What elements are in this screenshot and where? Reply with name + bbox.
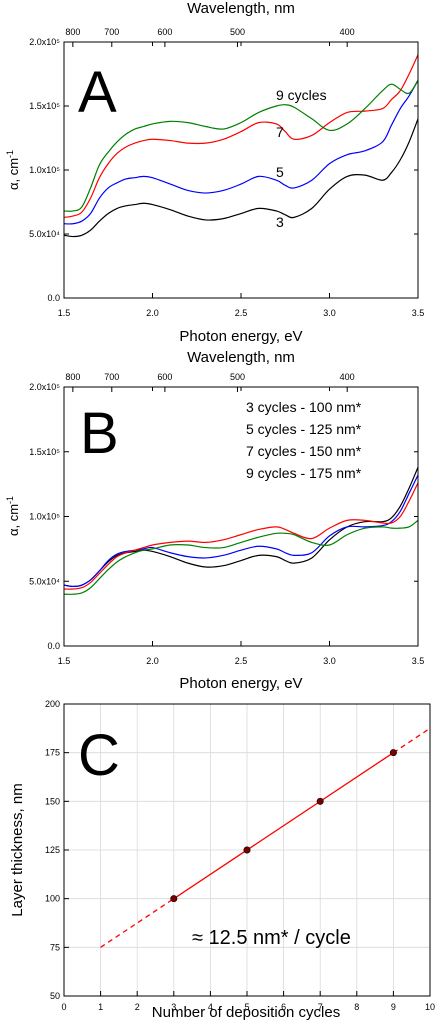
y-tick-label: 50 — [50, 991, 60, 1001]
y-tick-label: 175 — [45, 748, 60, 758]
panel-c-letter: C — [78, 723, 120, 788]
y-tick-label: 0.0 — [47, 293, 60, 303]
wavelength-tick-label: 600 — [157, 27, 172, 37]
x-tick-label: 6 — [281, 1002, 286, 1012]
panel-a-label-3: 3 — [276, 214, 284, 230]
panel-b-y-ticks: 0.0 5.0x10⁴ 1.0x10⁵ 1.5x10⁵ 2.0x10⁵ — [29, 382, 418, 651]
panel-a-absorption-chart: Wavelength, nm 800 700 600 500 400 1.5 2.0 2.5… — [5, 0, 424, 345]
y-tick-label: 1.0x10⁵ — [29, 165, 60, 175]
series-line-3 — [63, 80, 419, 212]
x-tick-label: 2 — [135, 1002, 140, 1012]
wavelength-tick-label: 500 — [230, 27, 245, 37]
wavelength-tick-label: 600 — [157, 372, 172, 382]
panel-b-series — [63, 467, 419, 595]
x-tick-label: 3.5 — [412, 308, 425, 318]
y-tick-label: 150 — [45, 796, 60, 806]
panel-a-plot-frame — [63, 41, 419, 299]
y-tick-label: 1.5x10⁵ — [29, 101, 60, 111]
panel-a-top-axis-title: Wavelength, nm — [187, 0, 295, 17]
fit-line-solid — [173, 752, 394, 900]
panel-b-x-axis-title: Photon energy, eV — [179, 675, 302, 692]
panel-a-label-9-cycles: 9 cycles — [276, 87, 327, 103]
x-tick-label: 1.5 — [58, 656, 71, 666]
panel-c-y-ticks: 50 75 100 125 150 175 200 — [45, 699, 69, 1001]
legend-entry-7-cycles: 7 cycles - 150 nm* — [246, 443, 362, 459]
panel-a-letter: A — [78, 60, 117, 125]
panel-a-x-ticks: 1.5 2.0 2.5 3.0 3.5 — [58, 42, 425, 318]
panel-c-thickness-chart: 0 1 2 3 4 5 6 7 8 9 10 50 75 100 125 150 175 200 C ≈ 12.… — [9, 699, 435, 1021]
panel-a-wavelength-ticks: 800 700 600 500 400 — [65, 27, 355, 47]
y-tick-label: 5.0x10⁴ — [29, 229, 60, 239]
y-tick-label: 2.0x10⁵ — [29, 382, 60, 392]
series-line-1 — [63, 80, 419, 225]
fit-line-dashed-right — [393, 727, 431, 754]
x-tick-label: 1.5 — [58, 308, 71, 318]
x-tick-label: 3.5 — [412, 656, 425, 666]
panel-b-top-axis-title: Wavelength, nm — [187, 349, 295, 366]
data-point-3 — [389, 749, 397, 757]
x-tick-label: 0 — [61, 1002, 66, 1012]
x-tick-label: 5 — [244, 1002, 249, 1012]
panel-c-x-axis-title: Number of deposition cycles — [152, 1004, 340, 1021]
data-point-0 — [170, 895, 178, 903]
panel-a-y-axis-title: α, cm-1 — [5, 150, 21, 190]
wavelength-tick-label: 400 — [340, 27, 355, 37]
y-tick-label: 0.0 — [47, 641, 60, 651]
x-tick-label: 4 — [208, 1002, 213, 1012]
panel-a-y-ticks: 0.0 5.0x10⁴ 1.0x10⁵ 1.5x10⁵ 2.0x10⁵ — [29, 37, 418, 303]
panel-c-slope-annotation: ≈ 12.5 nm* / cycle — [192, 927, 351, 949]
data-point-2 — [316, 797, 324, 805]
y-tick-label: 75 — [50, 942, 60, 952]
x-tick-label: 8 — [354, 1002, 359, 1012]
legend-entry-5-cycles: 5 cycles - 125 nm* — [246, 421, 362, 437]
x-tick-label: 2.0 — [146, 308, 159, 318]
x-tick-label: 2.5 — [235, 308, 248, 318]
series-line-1 — [63, 474, 419, 588]
wavelength-tick-label: 700 — [104, 372, 119, 382]
panel-a-x-axis-title: Photon energy, eV — [179, 328, 302, 345]
wavelength-tick-label: 500 — [230, 372, 245, 382]
x-tick-label: 3.0 — [323, 656, 336, 666]
x-tick-label: 1 — [98, 1002, 103, 1012]
panel-c-x-ticks: 0 1 2 3 4 5 6 7 8 9 10 — [61, 991, 435, 1012]
x-tick-label: 7 — [318, 1002, 323, 1012]
panel-b-x-ticks: 1.5 2.0 2.5 3.0 3.5 — [58, 387, 425, 666]
y-tick-label: 100 — [45, 894, 60, 904]
series-line-2 — [63, 482, 419, 590]
panel-b-y-axis-title: α, cm-1 — [5, 496, 21, 536]
data-point-1 — [243, 846, 251, 854]
x-tick-label: 3.0 — [323, 308, 336, 318]
y-tick-label: 200 — [45, 699, 60, 709]
legend-entry-9-cycles: 9 cycles - 175 nm* — [246, 465, 362, 481]
series-line-0 — [63, 118, 419, 238]
wavelength-tick-label: 700 — [104, 27, 119, 37]
x-tick-label: 9 — [391, 1002, 396, 1012]
y-tick-label: 2.0x10⁵ — [29, 37, 60, 47]
panel-b-legend: 3 cycles - 100 nm* 5 cycles - 125 nm* 7 … — [246, 399, 362, 481]
panel-a-series — [63, 54, 419, 238]
series-line-2 — [63, 54, 419, 218]
x-tick-label: 2.0 — [146, 656, 159, 666]
wavelength-tick-label: 800 — [65, 372, 80, 382]
y-tick-label: 1.0x10⁵ — [29, 512, 60, 522]
panel-b-letter: B — [80, 401, 119, 466]
panel-a-label-7: 7 — [276, 124, 284, 140]
y-tick-label: 1.5x10⁵ — [29, 447, 60, 457]
x-tick-label: 2.5 — [235, 656, 248, 666]
panel-b-absorption-chart: Wavelength, nm 800 700 600 500 400 1.5 2.0 2.5… — [5, 349, 424, 692]
panel-c-fit-and-points — [100, 727, 431, 948]
wavelength-tick-label: 800 — [65, 27, 80, 37]
panel-a-label-5: 5 — [276, 164, 284, 180]
legend-entry-3-cycles: 3 cycles - 100 nm* — [246, 399, 362, 415]
wavelength-tick-label: 400 — [340, 372, 355, 382]
y-tick-label: 5.0x10⁴ — [29, 576, 60, 586]
series-line-3 — [63, 519, 419, 595]
y-tick-label: 125 — [45, 845, 60, 855]
panel-b-wavelength-ticks: 800 700 600 500 400 — [65, 372, 355, 392]
fit-line-dashed-left — [100, 898, 175, 948]
x-tick-label: 10 — [425, 1002, 435, 1012]
panel-c-y-axis-title: Layer thickness, nm — [9, 783, 26, 916]
x-tick-label: 3 — [171, 1002, 176, 1012]
